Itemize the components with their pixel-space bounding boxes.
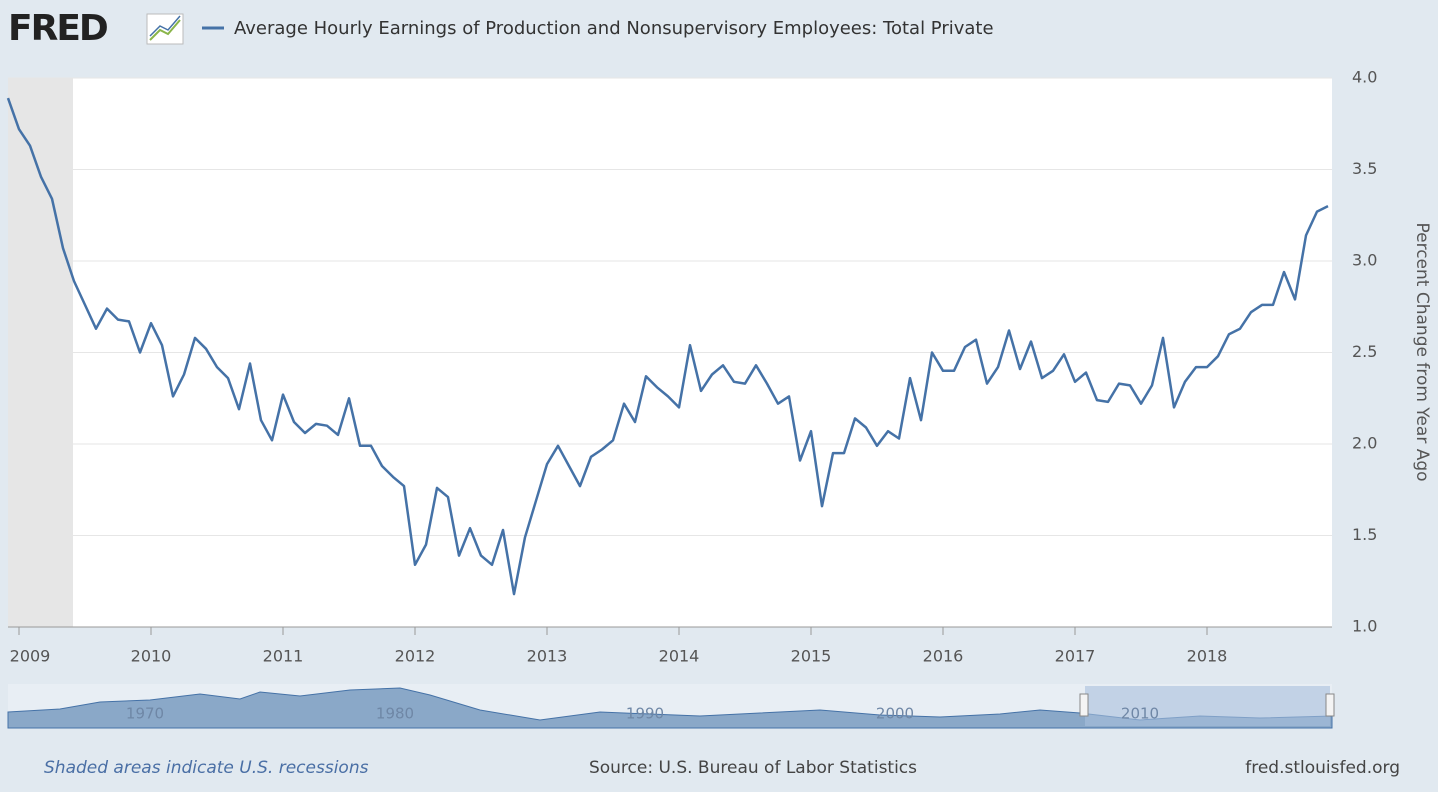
x-tick-label: 2011 xyxy=(263,647,304,666)
y-tick-label: 2.0 xyxy=(1352,434,1377,453)
x-tick-label: 2015 xyxy=(791,647,832,666)
source: Source: U.S. Bureau of Labor Statistics xyxy=(589,758,917,778)
logo-icon xyxy=(146,13,184,45)
navigator xyxy=(7,684,1335,729)
site-link[interactable]: fred.stlouisfed.org xyxy=(1245,758,1400,778)
x-tick-label: 2017 xyxy=(1055,647,1096,666)
recession-note: Shaded areas indicate U.S. recessions xyxy=(44,758,369,778)
legend-label: Average Hourly Earnings of Production an… xyxy=(234,18,994,39)
y-tick-label: 2.5 xyxy=(1352,342,1377,361)
x-tick-label: 2016 xyxy=(923,647,964,666)
y-axis-title: Percent Change from Year Ago xyxy=(1412,222,1432,481)
data-line xyxy=(6,97,1329,596)
logo: FRED xyxy=(8,8,107,49)
y-tick-label: 3.0 xyxy=(1352,251,1377,270)
y-tick-label: 1.5 xyxy=(1352,525,1377,544)
navigator-label: 1980 xyxy=(376,705,414,723)
x-tick-label: 2012 xyxy=(395,647,436,666)
x-tick-label: 2009 xyxy=(10,647,51,666)
navigator-label: 2000 xyxy=(876,705,914,723)
x-tick-label: 2018 xyxy=(1187,647,1228,666)
navigator-label: 1990 xyxy=(626,705,664,723)
y-tick-label: 3.5 xyxy=(1352,159,1377,178)
x-tick-label: 2014 xyxy=(659,647,700,666)
x-tick-label: 2010 xyxy=(131,647,172,666)
y-tick-label: 1.0 xyxy=(1352,617,1377,636)
y-tick-label: 4.0 xyxy=(1352,68,1377,87)
x-tick-label: 2013 xyxy=(527,647,568,666)
navigator-label: 2010 xyxy=(1121,705,1159,723)
navigator-label: 1970 xyxy=(126,705,164,723)
